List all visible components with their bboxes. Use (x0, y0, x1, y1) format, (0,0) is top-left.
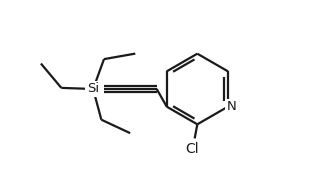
Text: N: N (227, 100, 236, 113)
Text: Si: Si (87, 82, 99, 96)
Text: Cl: Cl (185, 142, 199, 156)
